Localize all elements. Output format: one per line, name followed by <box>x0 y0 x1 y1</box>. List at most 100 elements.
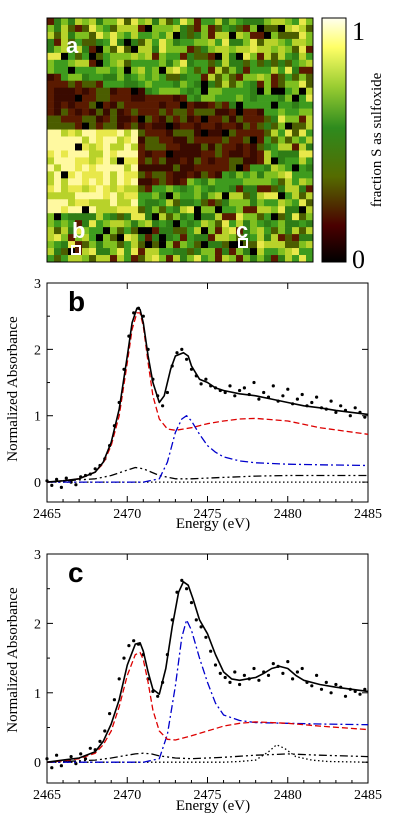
map-pixel <box>173 206 181 214</box>
map-pixel <box>299 248 307 256</box>
map-pixel <box>61 255 69 263</box>
map-pixel <box>54 108 62 116</box>
map-pixel <box>222 185 230 193</box>
map-pixel <box>215 185 223 193</box>
map-pixel <box>145 241 153 249</box>
map-pixel <box>75 18 83 26</box>
map-pixel <box>61 18 69 26</box>
map-pixel <box>236 213 244 221</box>
map-pixel <box>292 45 300 54</box>
map-pixel <box>89 73 97 82</box>
map-pixel <box>89 234 97 242</box>
map-pixel <box>243 206 251 214</box>
chart-b-data-point <box>165 390 169 395</box>
map-pixel <box>75 24 83 33</box>
map-pixel <box>82 87 90 95</box>
map-pixel <box>271 206 279 214</box>
map-pixel <box>215 31 223 40</box>
map-pixel <box>103 24 111 33</box>
map-pixel <box>173 241 181 249</box>
chart-b-data-point <box>74 483 78 487</box>
map-pixel <box>131 227 139 235</box>
map-pixel <box>194 234 202 242</box>
map-pixel <box>187 136 195 144</box>
map-pixel <box>299 234 307 242</box>
map-pixel <box>208 136 216 144</box>
map-pixel <box>201 38 209 47</box>
map-pixel <box>173 66 181 75</box>
map-pixel <box>257 143 265 151</box>
map-pixel <box>299 38 307 47</box>
map-pixel <box>138 52 146 61</box>
map-pixel <box>257 234 265 242</box>
map-pixel <box>47 94 55 102</box>
map-pixel <box>194 129 202 137</box>
map-pixel <box>159 164 167 172</box>
map-pixel <box>131 18 139 26</box>
map-pixel <box>124 234 132 242</box>
map-pixel <box>278 143 286 151</box>
map-pixel <box>236 136 244 144</box>
map-pixel <box>271 24 279 33</box>
map-pixel <box>47 87 55 95</box>
map-pixel <box>187 192 195 200</box>
map-pixel <box>187 185 195 193</box>
map-pixel <box>257 31 265 40</box>
map-pixel <box>159 213 167 221</box>
map-pixel <box>257 52 265 61</box>
map-pixel <box>250 101 258 109</box>
map-pixel <box>110 178 118 186</box>
chart-b-data-point <box>334 410 338 414</box>
map-pixel <box>236 150 244 158</box>
map-pixel <box>278 87 286 95</box>
map-pixel <box>271 87 279 95</box>
chart-b-data-point <box>175 351 179 355</box>
map-pixel <box>208 101 216 109</box>
map-pixel <box>271 178 279 186</box>
map-pixel <box>180 255 188 263</box>
map-pixel <box>131 45 139 54</box>
map-pixel <box>82 185 90 193</box>
map-pixel <box>61 73 69 82</box>
map-pixel <box>229 164 237 172</box>
map-pixel <box>243 122 251 130</box>
map-pixel <box>145 24 153 33</box>
point-c-marker <box>238 238 248 248</box>
map-pixel <box>166 164 174 172</box>
map-pixel <box>278 129 286 137</box>
map-pixel <box>68 143 76 151</box>
map-pixel <box>180 18 188 26</box>
map-pixel <box>257 129 265 137</box>
map-pixel <box>159 73 167 82</box>
map-pixel <box>306 199 314 207</box>
map-pixel <box>243 94 251 102</box>
map-pixel <box>257 59 265 68</box>
map-pixel <box>215 241 223 249</box>
map-pixel <box>306 241 314 249</box>
chart-c-data-point <box>122 656 126 660</box>
map-pixel <box>68 164 76 172</box>
map-pixel <box>257 108 265 116</box>
map-pixel <box>54 52 62 61</box>
map-pixel <box>103 157 111 165</box>
map-pixel <box>222 143 230 151</box>
map-pixel <box>96 227 104 235</box>
map-pixel <box>54 150 62 158</box>
map-pixel <box>299 185 307 193</box>
map-pixel <box>145 164 153 172</box>
chart-c-data-point <box>295 670 299 674</box>
map-pixel <box>117 143 125 151</box>
map-pixel <box>180 171 188 179</box>
map-pixel <box>243 164 251 172</box>
map-pixel <box>187 31 195 40</box>
map-pixel <box>222 213 230 221</box>
map-pixel <box>152 73 160 82</box>
map-pixel <box>243 101 251 109</box>
map-pixel <box>61 101 69 109</box>
map-pixel <box>145 255 153 263</box>
map-pixel <box>180 185 188 193</box>
map-pixel <box>75 178 83 186</box>
map-pixel <box>54 206 62 214</box>
map-pixel <box>278 31 286 40</box>
map-pixel <box>306 66 314 75</box>
